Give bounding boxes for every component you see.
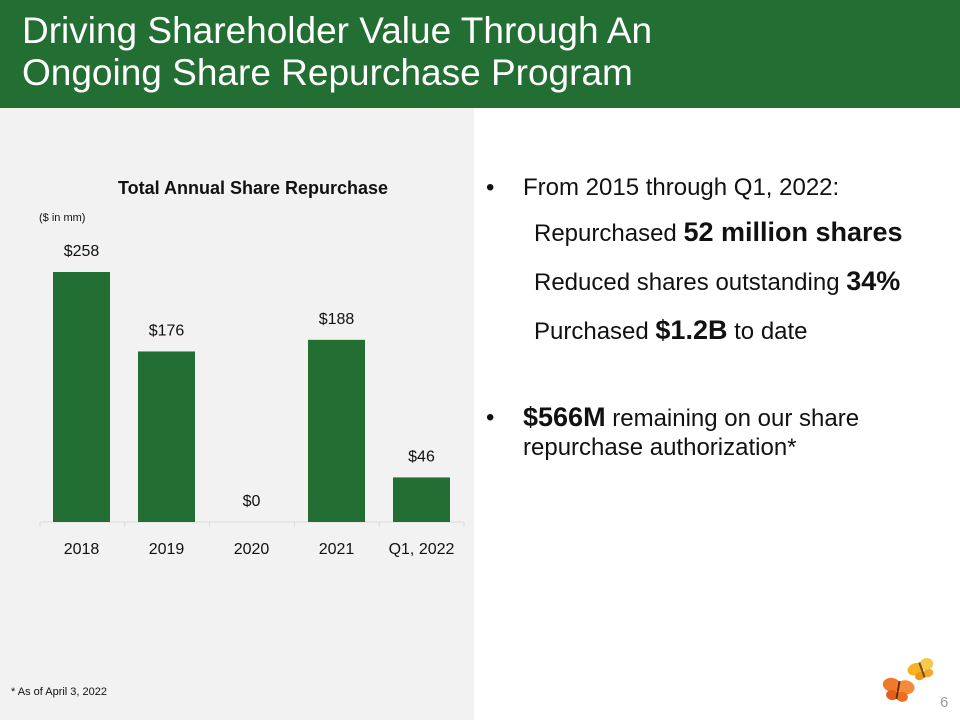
sub-bullet-purchased: Purchased $1.2B to date [486, 310, 956, 359]
sub-bullet-purchased-pre: Purchased [534, 318, 656, 345]
sub-bullet-shares-pre: Repurchased [534, 220, 684, 247]
bullet-dot: • [486, 404, 495, 431]
sub-bullet-purchased-post: to date [727, 318, 808, 345]
data-label: $188 [319, 311, 355, 328]
bar-2019 [138, 351, 195, 522]
page-number: 6 [940, 694, 949, 711]
sub-bullet-shares-bold: 52 million shares [683, 217, 903, 247]
data-label: $0 [243, 493, 261, 510]
x-tick-label: 2018 [64, 541, 100, 558]
bullet-remaining-bold: $566M [523, 402, 606, 432]
title-bar: Driving Shareholder Value Through An Ong… [0, 0, 960, 108]
bar-chart: $258 2018 $176 2019 $0 2020 $188 2021 $46 Q1, 202… [39, 243, 465, 558]
butterfly-logo-icon [882, 658, 934, 702]
footnote: * As of April 3, 2022 [11, 686, 108, 698]
chart-title: Total Annual Share Repurchase [117, 178, 389, 198]
bullet-list: • From 2015 through Q1, 2022: Repurchase… [486, 174, 956, 462]
sub-bullet-outstanding: Reduced shares outstanding 34% [486, 261, 956, 310]
x-tick-label: 2021 [319, 541, 355, 558]
bullet-period-text: From 2015 through Q1, 2022: [523, 174, 840, 201]
bullet-remaining: • $566M remaining on our share repurchas… [486, 403, 956, 462]
bullet-remaining-text: remaining on our share repurchase author… [523, 405, 860, 461]
sub-bullet-purchased-bold: $1.2B [655, 315, 728, 345]
bar-2021 [308, 339, 365, 522]
x-tick-label: 2020 [234, 541, 270, 558]
bar-2018 [53, 272, 110, 522]
data-label: $176 [149, 322, 185, 339]
title-line-2: Ongoing Share Repurchase Program [22, 52, 633, 93]
data-label: $46 [408, 448, 435, 465]
slide-title: Driving Shareholder Value Through An Ong… [22, 10, 652, 94]
bullet-period: • From 2015 through Q1, 2022: [486, 174, 956, 202]
sub-bullet-outstanding-bold: 34% [846, 266, 901, 296]
bar-q1-2022 [393, 477, 450, 522]
x-tick-label: Q1, 2022 [389, 541, 455, 558]
x-tick-label: 2019 [149, 541, 185, 558]
data-label: $258 [64, 243, 100, 260]
chart-unit-note: ($ in mm) [39, 212, 86, 224]
bullet-dot: • [486, 174, 495, 201]
sub-bullet-outstanding-pre: Reduced shares outstanding [534, 269, 847, 296]
title-line-1: Driving Shareholder Value Through An [22, 10, 653, 51]
sub-bullet-shares: Repurchased 52 million shares [486, 212, 956, 261]
